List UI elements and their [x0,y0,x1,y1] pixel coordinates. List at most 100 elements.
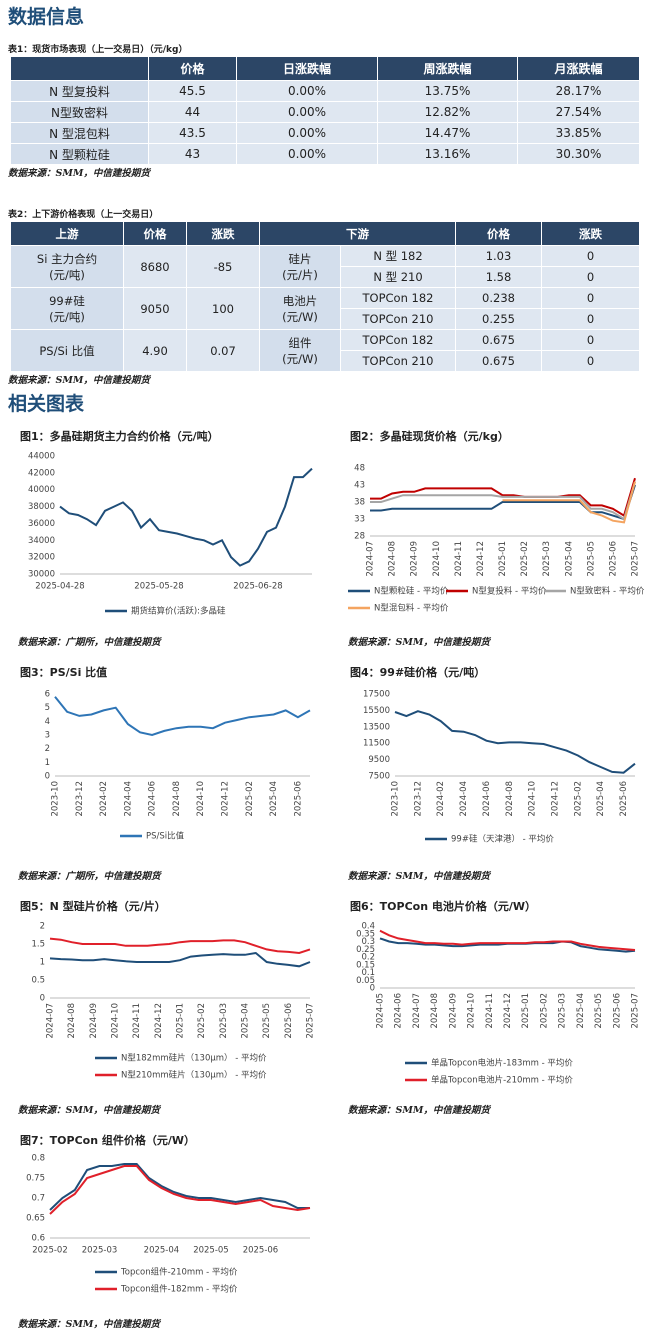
cell: 0 [541,245,640,267]
y-tick-label: 13500 [363,722,390,732]
y-tick-label: 1 [45,758,50,768]
x-tick-label: 2025-05-28 [134,582,183,592]
cell: 0.07 [186,329,260,372]
x-tick-label: 2025-06 [243,1246,279,1256]
legend-label: 单晶Topcon电池片-210mm - 平均价 [431,1075,573,1086]
x-tick-label: 2024-08 [430,993,440,1029]
legend-label: N型致密料 - 平均价 [570,586,645,597]
series-line [59,467,313,567]
legend-label: 99#硅（天津港） - 平均价 [451,834,554,845]
header-cell: 日涨跌幅 [236,56,378,81]
cell-text: (元/吨) [49,267,85,282]
x-tick-label: 2024-07 [412,993,422,1029]
series-line [49,1163,310,1211]
x-tick-label: 2025-06 [612,993,622,1029]
x-tick-label: 2024-12 [551,781,561,817]
y-tick-label: 30000 [28,570,55,580]
x-tick-label: 2025-04-28 [35,582,84,592]
y-tick-label: 15500 [363,706,390,716]
chart: 28 33 38 43 48 2024-07 2024-08 2024-09 2024-10 20… [348,464,645,614]
x-tick-label: 2024-10 [196,781,206,817]
header-cell: 涨跌 [541,221,640,246]
chart: 7500 9500 11500 13500 15500 17500 2023-10 2023-… [363,690,636,845]
cell: TOPCon 210 [340,350,456,372]
cell-text: (元/片) [282,267,318,282]
cell-text: (元/吨) [49,309,85,324]
cell: 0.00% [236,143,378,165]
cell: 43.5 [148,122,237,144]
x-tick-label: 2025-02 [573,781,583,817]
source-note: 数据来源：SMM，中信建投期货 [8,375,150,386]
cell-text: (元/W) [282,351,318,366]
x-tick-label: 2025-05 [594,993,604,1029]
series-line [370,477,636,518]
legend-label: N型混包料 - 平均价 [374,603,449,614]
x-tick-label: 2023-12 [75,781,85,817]
x-tick-label: 2025-02 [245,781,255,817]
legend-label: Topcon组件-210mm - 平均价 [120,1267,238,1278]
cell: 33.85% [517,122,640,144]
y-tick-label: 36000 [28,519,55,529]
x-tick-label: 2024-09 [448,993,458,1029]
x-tick-label: 2025-01 [176,1003,186,1039]
x-tick-label: 2025-02 [32,1246,68,1256]
x-tick-label: 2025-04 [144,1246,180,1256]
cell: N 型 182 [340,245,456,267]
cell: 100 [186,287,260,330]
legend-label: 单晶Topcon电池片-183mm - 平均价 [431,1058,573,1069]
cell-text: 硅片 [288,251,312,266]
y-tick-label: 0 [40,994,45,1004]
legend-label: Topcon组件-182mm - 平均价 [120,1284,238,1295]
chart-title: 图3：PS/Si 比值 [20,666,108,679]
y-tick-label: 40000 [28,485,55,495]
x-tick-label: 2023-10 [51,781,61,817]
x-tick-label: 2024-10 [111,1003,121,1039]
x-tick-label: 2025-02 [539,993,549,1029]
cell: 43 [148,143,237,165]
x-tick-label: 2024-05 [376,993,386,1029]
x-tick-label: 2025-04 [241,1003,251,1039]
cell: PS/Si 比值 [10,329,124,372]
x-tick-label: 2024-07 [366,541,376,577]
x-tick-label: 2025-04 [596,781,606,817]
y-tick-label: 11500 [363,739,390,749]
x-tick-label: 2024-12 [154,1003,164,1039]
x-tick-label: 2025-07 [306,1003,316,1039]
x-tick-label: 2024-06 [148,781,158,817]
cell: N 型颗粒硅 [10,143,149,165]
y-tick-label: 7500 [368,772,390,782]
x-tick-label: 2024-11 [485,993,495,1029]
x-tick-label: 2025-07 [631,993,641,1029]
x-tick-label: 2025-06-28 [233,582,282,592]
x-tick-label: 2024-12 [503,993,513,1029]
header-cell: 价格 [123,221,187,246]
legend-label: N型颗粒硅 - 平均价 [374,586,449,597]
y-tick-label: 0.4 [361,922,375,932]
y-tick-label: 0.65 [26,1214,45,1224]
cell: 0.00% [236,80,378,102]
legend-label: N型210mm硅片（130μm） - 平均价 [121,1070,267,1081]
y-tick-label: 3 [45,731,50,741]
series-line [394,710,636,774]
cell: 电池片 (元/W) [259,287,341,330]
chart: 0 1 2 3 4 5 6 2023-10 2023-12 2024-02 2024-04 2024-… [45,690,311,842]
x-tick-label: 2025-07 [631,541,641,577]
chart-title: 图2：多晶硅现货价格（元/kg） [350,430,509,443]
table: 上游 价格 涨跌 下游 价格 涨跌 Si 主力合约 (元/吨) 8680 -85 硅… [10,221,640,372]
x-tick-label: 2025-03 [82,1246,118,1256]
cell: 0 [541,266,640,288]
table-caption: 表2：上下游价格表现（上一交易日） [8,210,159,220]
y-tick-label: 0 [45,772,50,782]
x-tick-label: 2025-06 [284,1003,294,1039]
cell: 硅片 (元/片) [259,245,341,288]
cell-text: 99#硅 [49,293,85,308]
cell: N型致密料 [10,101,149,123]
y-tick-label: 0.05 [356,976,375,986]
y-tick-label: 4 [45,717,50,727]
cell: 13.16% [377,143,518,165]
y-tick-label: 32000 [28,553,55,563]
table-caption: 表1：现货市场表现（上一交易日）（元/kg） [8,45,188,55]
header-cell: 价格 [455,221,542,246]
legend-label: N型182mm硅片（130μm） - 平均价 [121,1053,267,1064]
